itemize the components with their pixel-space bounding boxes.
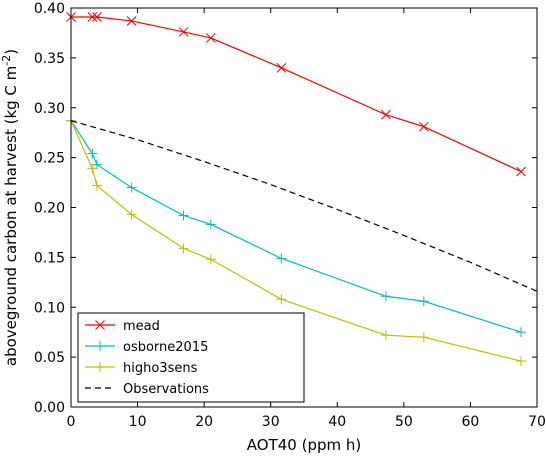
legend-box <box>77 312 305 403</box>
legend-label: osborne2015 <box>123 340 208 355</box>
y-tick-label: 0.10 <box>34 300 65 316</box>
x-tick-label: 60 <box>462 414 480 430</box>
series-layer <box>66 12 538 367</box>
y-axis-label: aboveground carbon at harvest (kg C m-2) <box>0 49 20 366</box>
y-tick-label: 0.20 <box>34 201 65 217</box>
series-line <box>70 120 522 362</box>
data-point <box>418 121 429 132</box>
x-tick-label: 70 <box>528 414 546 430</box>
y-axis-label-close: ) <box>2 49 20 55</box>
x-tick-label: 10 <box>129 414 147 430</box>
y-axis-label-superscript: -2 <box>0 55 13 66</box>
x-tick-label: 30 <box>262 414 280 430</box>
x-axis-label: AOT40 (ppm h) <box>247 436 361 454</box>
y-tick-label: 0.05 <box>34 350 65 366</box>
x-tick-label: 40 <box>328 414 346 430</box>
y-tick-label: 0.30 <box>34 101 65 117</box>
x-tick-label: 0 <box>67 414 76 430</box>
y-tick-label: 0.35 <box>34 51 65 67</box>
data-point <box>92 12 102 22</box>
legend-item: Observations <box>85 382 209 397</box>
data-point <box>276 62 287 73</box>
legend-item: osborne2015 <box>85 340 208 355</box>
series-line <box>70 120 522 333</box>
legend-marker <box>95 320 105 330</box>
series-line <box>70 120 538 292</box>
data-point <box>516 166 526 177</box>
data-point <box>87 12 98 22</box>
series-line <box>71 16 522 173</box>
data-point <box>381 109 391 120</box>
legend-item: mead <box>85 319 160 334</box>
y-axis-label-main: aboveground carbon at harvest (kg C m <box>2 66 20 366</box>
data-point <box>205 33 216 43</box>
y-tick-label: 0.00 <box>34 400 65 416</box>
x-tick-label: 50 <box>395 414 413 430</box>
data-point <box>126 16 137 26</box>
legend-label: higho3sens <box>123 361 198 376</box>
y-tick-label: 0.15 <box>34 250 65 266</box>
legend-label: Observations <box>123 382 209 397</box>
series-mead <box>66 12 526 177</box>
legend-label: mead <box>123 319 160 334</box>
series-observations <box>70 120 538 292</box>
x-tick-label: 20 <box>195 414 213 430</box>
y-tick-label: 0.25 <box>34 151 65 167</box>
legend: mead osborne2015 higho3sens Observations <box>77 312 305 403</box>
data-point <box>178 27 189 37</box>
legend-item: higho3sens <box>85 361 198 376</box>
tick-layer: 0 10 20 30 40 50 60 70 0.00 0.05 0.10 0.15 0.20 0.25 0… <box>34 1 546 430</box>
y-tick-label: 0.40 <box>34 1 65 17</box>
